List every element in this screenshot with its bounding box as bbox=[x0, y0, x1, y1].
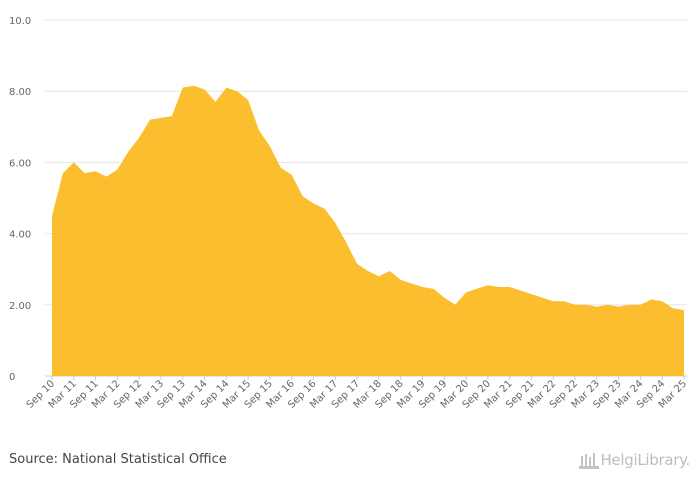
brand-logo[interactable]: HelgiLibrary. bbox=[578, 447, 690, 473]
y-tick-label: 6.00 bbox=[9, 158, 31, 169]
series-area bbox=[52, 85, 684, 377]
y-tick-label: 0 bbox=[9, 372, 15, 383]
y-tick-label: 8.00 bbox=[9, 87, 31, 98]
footer: Source: National Statistical Office Helg… bbox=[0, 440, 700, 483]
y-tick-label: 10.0 bbox=[9, 16, 31, 27]
source-note: Source: National Statistical Office bbox=[9, 452, 227, 467]
y-axis: 0 2.00 4.00 6.00 8.00 10.0 bbox=[9, 16, 31, 383]
library-icon bbox=[579, 453, 600, 469]
y-tick-label: 4.00 bbox=[9, 230, 31, 241]
y-tick-label: 2.00 bbox=[9, 301, 31, 312]
area-fill bbox=[52, 85, 684, 377]
brand-name: HelgiLibrary. bbox=[600, 451, 690, 469]
